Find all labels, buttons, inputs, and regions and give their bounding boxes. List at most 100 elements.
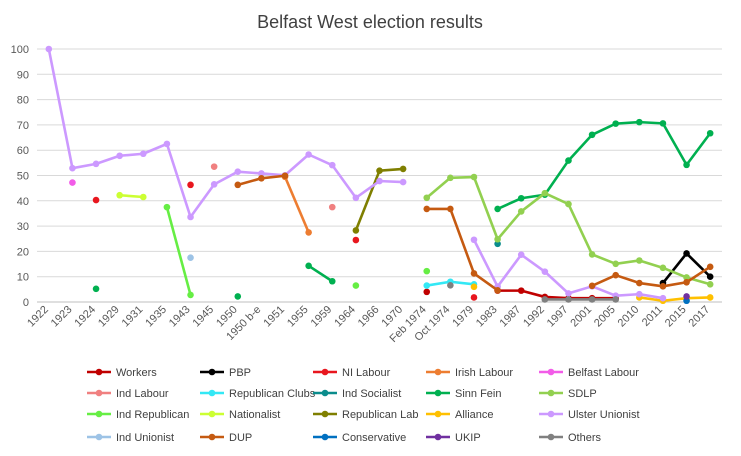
data-point (447, 174, 454, 182)
legend-label: SDLP (568, 388, 597, 400)
data-point (470, 270, 478, 277)
y-axis-tick-labels: 0 10 20 30 40 50 60 70 80 90 100 (11, 44, 29, 309)
data-point (116, 191, 123, 199)
data-point (187, 291, 194, 299)
data-point (659, 120, 667, 127)
data-point (92, 285, 100, 293)
data-point (423, 267, 431, 275)
data-point (565, 296, 572, 303)
legend-label: Ulster Unionist (568, 409, 640, 421)
legend-label: Republican Lab (342, 409, 418, 421)
y-tick-label: 40 (17, 196, 29, 208)
series-dup (234, 172, 714, 294)
data-point (447, 282, 454, 289)
legend-marker (95, 410, 103, 418)
data-point (423, 205, 431, 213)
data-point (69, 179, 76, 186)
legend-label: Ind Labour (116, 388, 169, 400)
data-point (305, 151, 312, 158)
data-point (683, 293, 690, 300)
y-tick-label: 80 (17, 95, 29, 107)
series-line (639, 296, 711, 303)
data-point (92, 160, 100, 168)
data-point (234, 168, 242, 176)
series-sinn-fein (92, 118, 714, 300)
chart-title: Belfast West election results (257, 12, 483, 32)
data-point (659, 283, 667, 290)
data-point (423, 288, 431, 296)
data-point (470, 173, 478, 181)
data-point (139, 150, 147, 158)
legend-label: Ind Unionist (116, 432, 174, 444)
legend-label: Nationalist (229, 409, 280, 421)
legend-label: Republican Clubs (229, 388, 316, 400)
legend-marker (547, 410, 555, 418)
data-point (683, 250, 690, 257)
data-point (328, 277, 336, 285)
data-point (470, 236, 478, 244)
data-point (376, 177, 383, 185)
data-point (234, 293, 242, 300)
legend-item-nationalist: Nationalist (200, 409, 280, 421)
legend-item-republican-lab: Republican Lab (313, 409, 418, 421)
series-republican-lab (352, 165, 407, 234)
legend-item-ind-unionist: Ind Unionist (87, 432, 174, 444)
data-point (328, 161, 336, 169)
data-point (636, 279, 643, 287)
data-point (352, 236, 360, 244)
legend-label: NI Labour (342, 367, 391, 379)
series-ind-socialist (494, 240, 501, 248)
data-point (541, 296, 549, 303)
data-point (494, 240, 501, 248)
data-point (163, 140, 171, 148)
legend-label: Irish Labour (455, 367, 513, 379)
legend-marker (208, 410, 216, 418)
data-point (612, 271, 620, 279)
legend-item-conservative: Conservative (313, 432, 406, 444)
series-ind-unionist (187, 254, 194, 262)
data-point (187, 213, 194, 221)
legend-label: Belfast Labour (568, 367, 639, 379)
series-line (283, 176, 310, 233)
data-point (706, 263, 714, 271)
legend-item-others: Others (539, 432, 602, 444)
data-point (376, 167, 383, 174)
legend-marker (321, 368, 329, 376)
data-point (45, 45, 53, 53)
series-ukip (683, 293, 690, 300)
legend-marker (208, 389, 216, 397)
y-tick-label: 60 (17, 145, 29, 157)
data-point (636, 118, 643, 126)
legend-marker (95, 433, 103, 441)
data-point (470, 283, 478, 291)
data-point (517, 194, 525, 202)
data-point (494, 287, 501, 294)
legend-marker (321, 433, 329, 441)
legend-item-ind-socialist: Ind Socialist (313, 388, 401, 400)
y-tick-label: 10 (17, 272, 29, 284)
legend-item-belfast-labour: Belfast Labour (539, 367, 639, 379)
data-point (706, 280, 714, 288)
data-point (706, 294, 714, 301)
series-ind-labour (210, 163, 336, 211)
data-point (588, 251, 596, 258)
legend-item-workers: Workers (87, 367, 157, 379)
data-point (683, 278, 690, 286)
data-point (92, 196, 100, 204)
data-point (565, 290, 572, 297)
series-line (165, 206, 192, 296)
legend-marker (95, 389, 103, 397)
series-layer (45, 45, 714, 305)
data-point (210, 163, 218, 170)
series-ind-republican (163, 203, 431, 299)
legend-label: DUP (229, 432, 252, 444)
data-point (281, 172, 289, 180)
data-point (423, 282, 431, 289)
legend-label: Alliance (455, 409, 494, 421)
data-point (706, 273, 714, 281)
data-point (234, 181, 242, 189)
legend-item-ulster-unionist: Ulster Unionist (539, 409, 640, 421)
legend-item-dup: DUP (200, 432, 252, 444)
series-belfast-labour (69, 179, 76, 186)
